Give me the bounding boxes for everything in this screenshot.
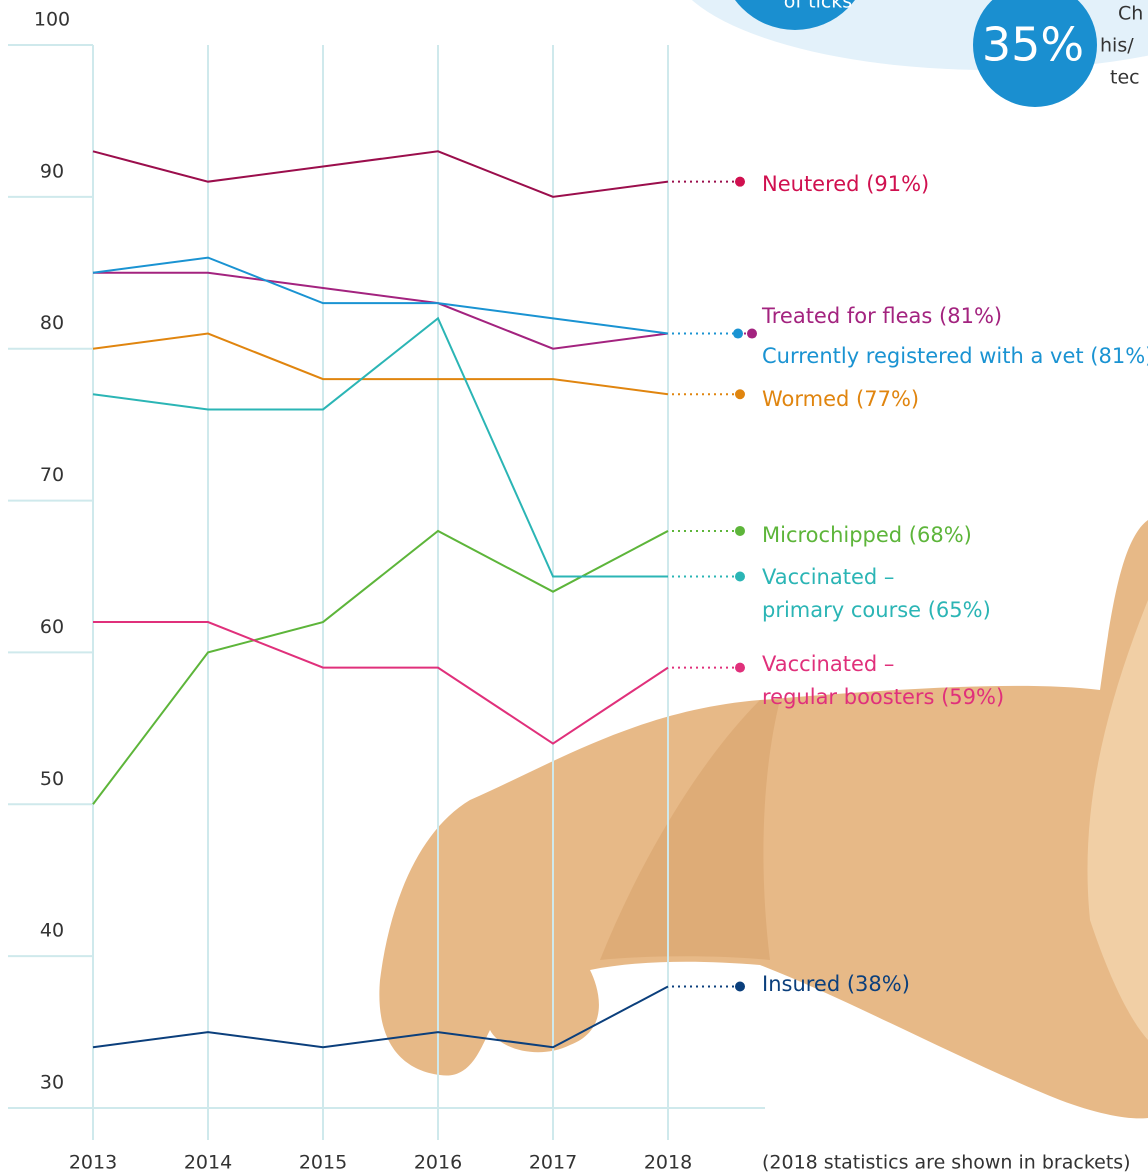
series-line xyxy=(93,271,669,350)
legend-label: Wormed (77%) xyxy=(762,387,919,411)
cat-photo xyxy=(379,520,1148,1119)
x-tick-label: 2014 xyxy=(184,1152,232,1173)
leader-dot xyxy=(735,389,745,400)
bubble-circle xyxy=(973,0,1097,107)
legend-label: regular boosters (59%) xyxy=(762,685,1004,709)
annotation: his/ xyxy=(1100,35,1134,57)
leader-dot xyxy=(735,662,745,673)
leader-dot xyxy=(733,328,743,339)
series-line xyxy=(92,256,669,335)
x-tick-label: 2015 xyxy=(299,1152,347,1173)
legend-label: Neutered (91%) xyxy=(762,172,929,196)
leader-dot xyxy=(735,981,745,992)
y-tick-label: 90 xyxy=(40,160,64,182)
leader-dot xyxy=(747,328,757,339)
series-line xyxy=(92,150,669,198)
leader-dot xyxy=(735,525,745,536)
y-tick-label: 70 xyxy=(40,464,64,486)
legend-label: Vaccinated – xyxy=(762,565,894,589)
series-line xyxy=(92,332,669,396)
annotation: of ticks xyxy=(784,0,852,13)
series-line xyxy=(92,316,668,578)
y-tick-label: 60 xyxy=(40,616,64,638)
legend-label: Insured (38%) xyxy=(762,972,910,996)
series-line xyxy=(93,621,669,745)
x-tick-label: 2016 xyxy=(414,1152,462,1173)
legend-label: Treated for fleas (81%) xyxy=(761,304,1002,328)
y-tick-label: 80 xyxy=(40,312,64,334)
footnote: (2018 statistics are shown in brackets) xyxy=(762,1152,1131,1173)
annotation: tec xyxy=(1110,67,1140,89)
annotation: Ch xyxy=(1118,3,1143,25)
legend-label: Microchipped (68%) xyxy=(762,523,972,547)
legend-label: Currently registered with a vet (81%) xyxy=(762,344,1148,368)
annotation: 35% xyxy=(982,18,1084,72)
x-tick-label: 2017 xyxy=(529,1152,577,1173)
y-tick-label: 50 xyxy=(40,768,64,790)
leader-dot xyxy=(735,176,745,187)
bubble-circle xyxy=(735,0,855,30)
legend-label: primary course (65%) xyxy=(762,598,991,622)
series-line xyxy=(92,529,669,805)
y-tick-label: 30 xyxy=(40,1072,64,1094)
leader-dot xyxy=(735,571,745,582)
x-tick-label: 2013 xyxy=(69,1152,117,1173)
legend-label: Vaccinated – xyxy=(762,652,894,676)
y-tick-label: 100 xyxy=(34,9,70,31)
y-tick-label: 40 xyxy=(40,920,64,942)
series-line xyxy=(92,985,669,1049)
x-tick-label: 2018 xyxy=(644,1152,692,1173)
